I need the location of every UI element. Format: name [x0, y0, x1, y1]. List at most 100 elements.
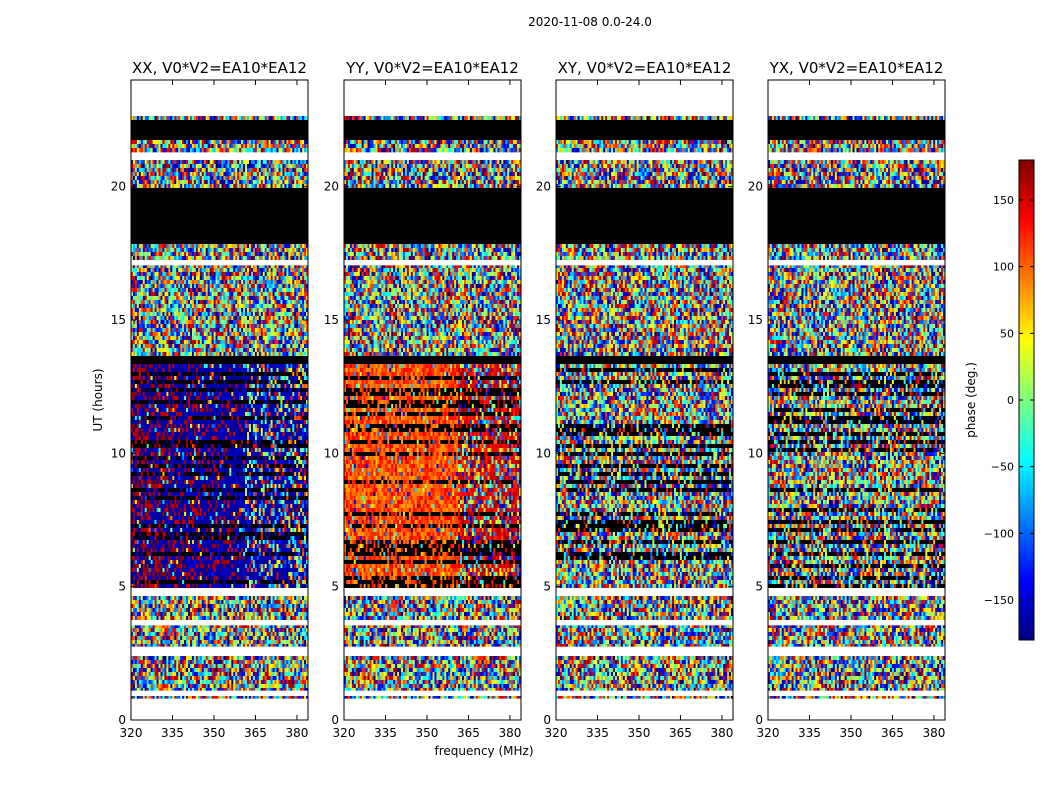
heatmap-cell [302, 252, 305, 257]
heatmap-cell [197, 140, 201, 145]
heatmap-cell [197, 300, 201, 305]
heatmap-cell [252, 416, 256, 421]
heatmap-cell [199, 340, 203, 345]
heatmap-cell [239, 184, 242, 189]
heatmap-cell [178, 420, 181, 425]
heatmap-cell [237, 284, 240, 289]
heatmap-cell [235, 172, 238, 177]
heatmap-cell [217, 352, 220, 357]
heatmap-cell [154, 252, 157, 257]
heatmap-cell [132, 288, 136, 293]
heatmap-cell [144, 364, 148, 369]
heatmap-cell [247, 392, 250, 397]
heatmap-cell [172, 332, 175, 337]
heatmap-cell [292, 428, 295, 433]
heatmap-cell [266, 308, 270, 313]
heatmap-cell [182, 364, 185, 369]
heatmap-cell [298, 392, 301, 397]
heatmap-cell [278, 248, 281, 253]
heatmap-cell [209, 320, 212, 325]
heatmap-cell [215, 176, 218, 181]
heatmap-cell [180, 268, 183, 273]
heatmap-cell [217, 296, 220, 301]
heatmap-cell [158, 248, 161, 253]
heatmap-cell [262, 300, 266, 305]
heatmap-cell [158, 256, 161, 261]
heatmap-cell [225, 336, 228, 341]
heatmap-cell [231, 144, 234, 149]
heatmap-cell [205, 272, 209, 277]
heatmap-cell [239, 268, 242, 273]
heatmap-cell [193, 144, 197, 149]
heatmap-cell [256, 384, 260, 389]
heatmap-cell [274, 416, 277, 421]
heatmap-cell [266, 424, 270, 429]
heatmap-cell [191, 340, 195, 345]
heatmap-cell [256, 428, 260, 433]
heatmap-cell [146, 244, 150, 249]
heatmap-cell [156, 180, 159, 185]
heatmap-cell [266, 324, 270, 329]
heatmap-cell [186, 300, 189, 305]
heatmap-cell [184, 304, 187, 309]
heatmap-cell [241, 380, 244, 385]
heatmap-cell [152, 304, 155, 309]
heatmap-cell [209, 404, 212, 409]
heatmap-cell [217, 144, 220, 149]
heatmap-cell [180, 396, 183, 401]
heatmap-cell [184, 116, 187, 121]
heatmap-cell [276, 244, 279, 249]
heatmap-cell [146, 420, 150, 425]
heatmap-cell [284, 376, 287, 381]
heatmap-cell [262, 264, 266, 269]
heatmap-cell [254, 352, 258, 357]
heatmap-cell [280, 352, 283, 357]
heatmap-cell [229, 288, 232, 293]
heatmap-cell [174, 392, 177, 397]
heatmap-cell [144, 116, 148, 121]
heatmap-cell [227, 404, 230, 409]
heatmap-cell [203, 252, 207, 257]
heatmap-cell [168, 312, 171, 317]
heatmap-cell [229, 372, 232, 377]
heatmap-cell [276, 296, 279, 301]
heatmap-cell [233, 368, 236, 373]
heatmap-cell [233, 300, 236, 305]
heatmap-cell [252, 252, 256, 257]
heatmap-cell [245, 264, 248, 269]
heatmap-cell [292, 396, 295, 401]
heatmap-cell [225, 244, 228, 249]
heatmap-cell [199, 176, 203, 181]
heatmap-cell [264, 380, 268, 385]
heatmap-cell [140, 296, 144, 301]
heatmap-cell [188, 408, 191, 413]
heatmap-cell [152, 308, 155, 313]
heatmap-cell [178, 312, 181, 317]
heatmap-cell [166, 312, 169, 317]
heatmap-cell [286, 288, 289, 293]
heatmap-cell [158, 300, 161, 305]
heatmap-cell [174, 324, 177, 329]
heatmap-cell [174, 328, 177, 333]
heatmap-cell [140, 300, 144, 305]
heatmap-cell [235, 184, 238, 189]
heatmap-cell [156, 340, 159, 345]
heatmap-cell [302, 408, 305, 413]
heatmap-cell [170, 344, 173, 349]
heatmap-cell [239, 304, 242, 309]
heatmap-cell [258, 160, 262, 165]
heatmap-cell [164, 284, 167, 289]
heatmap-cell [296, 428, 299, 433]
heatmap-cell [294, 380, 297, 385]
heatmap-cell [188, 328, 191, 333]
heatmap-cell [172, 412, 175, 417]
heatmap-cell [142, 372, 146, 377]
heatmap-cell [188, 344, 191, 349]
heatmap-cell [144, 412, 148, 417]
heatmap-cell [219, 404, 222, 409]
heatmap-cell [237, 176, 240, 181]
heatmap-cell [164, 252, 167, 257]
heatmap-cell [282, 416, 285, 421]
heatmap-cell [190, 312, 193, 317]
heatmap-cell [182, 304, 185, 309]
